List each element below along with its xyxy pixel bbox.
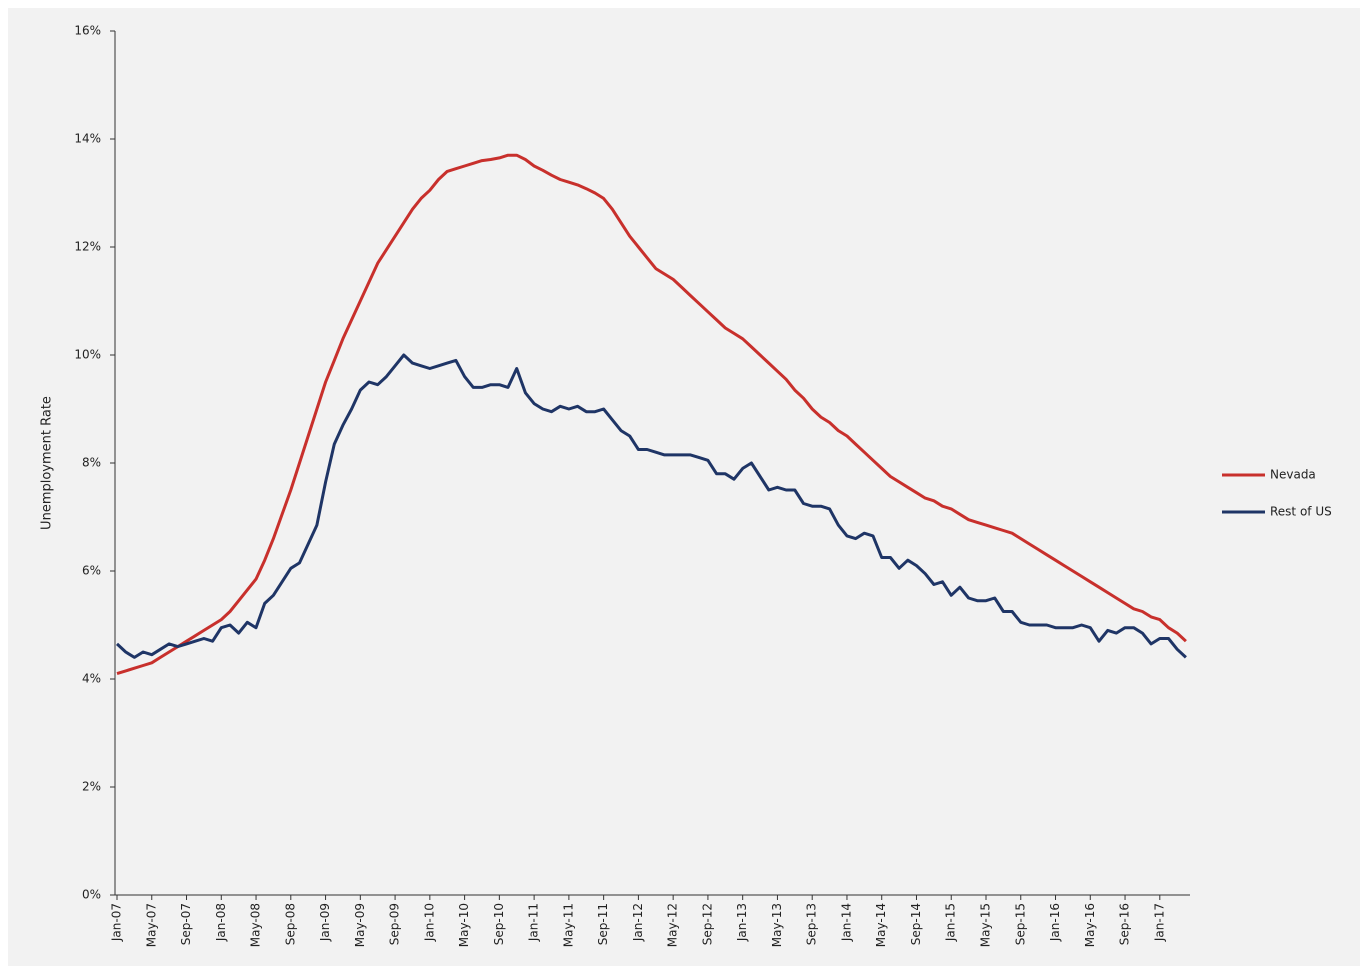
y-tick-label: 10%: [74, 348, 101, 362]
series-line: [116, 153, 1187, 676]
x-tick-label: May-08: [249, 903, 263, 947]
y-axis-label: Unemployment Rate: [40, 396, 55, 530]
series-line: [115, 353, 1187, 659]
x-tick-label: Sep-14: [909, 903, 923, 945]
x-tick-label: Sep-09: [388, 903, 402, 945]
x-tick-label: Jan-09: [318, 903, 332, 942]
x-tick-label: May-10: [457, 903, 471, 947]
y-tick-label: 12%: [74, 240, 101, 254]
legend-label: Rest of US: [1270, 505, 1332, 519]
y-tick-label: 6%: [82, 564, 101, 578]
x-tick-label: Sep-16: [1118, 903, 1132, 945]
x-tick-label: May-14: [874, 903, 888, 947]
y-tick-label: 2%: [82, 780, 101, 794]
x-tick-label: Sep-15: [1013, 903, 1027, 945]
x-tick-label: May-12: [666, 903, 680, 947]
x-tick-label: May-09: [353, 903, 367, 947]
x-tick-label: May-13: [770, 903, 784, 947]
x-tick-label: May-11: [561, 903, 575, 947]
x-tick-label: Jan-17: [1152, 903, 1166, 942]
x-tick-label: Jan-08: [214, 903, 228, 942]
y-tick-label: 16%: [74, 24, 101, 38]
x-tick-label: May-16: [1083, 903, 1097, 947]
x-tick-label: Jan-12: [631, 903, 645, 942]
x-tick-label: Sep-11: [596, 903, 610, 945]
x-tick-label: Sep-10: [492, 903, 506, 945]
x-tick-label: Jan-15: [944, 903, 958, 942]
y-tick-label: 4%: [82, 672, 101, 686]
x-tick-label: Jan-11: [527, 903, 541, 942]
chart-background: [8, 8, 1360, 966]
x-tick-label: May-07: [144, 903, 158, 947]
x-tick-label: Jan-16: [1048, 903, 1062, 942]
x-tick-label: Jan-07: [110, 903, 124, 942]
x-tick-label: Sep-12: [700, 903, 714, 945]
x-tick-label: Jan-14: [839, 903, 853, 942]
x-tick-label: Sep-08: [283, 903, 297, 945]
x-tick-label: Jan-13: [735, 903, 749, 942]
x-tick-label: May-15: [979, 903, 993, 947]
legend-label: Nevada: [1270, 468, 1316, 482]
y-tick-label: 0%: [82, 888, 101, 902]
x-tick-label: Sep-13: [805, 903, 819, 945]
x-tick-label: Jan-10: [422, 903, 436, 942]
y-tick-label: 14%: [74, 132, 101, 146]
x-tick-label: Sep-07: [179, 903, 193, 945]
y-tick-label: 8%: [82, 456, 101, 470]
